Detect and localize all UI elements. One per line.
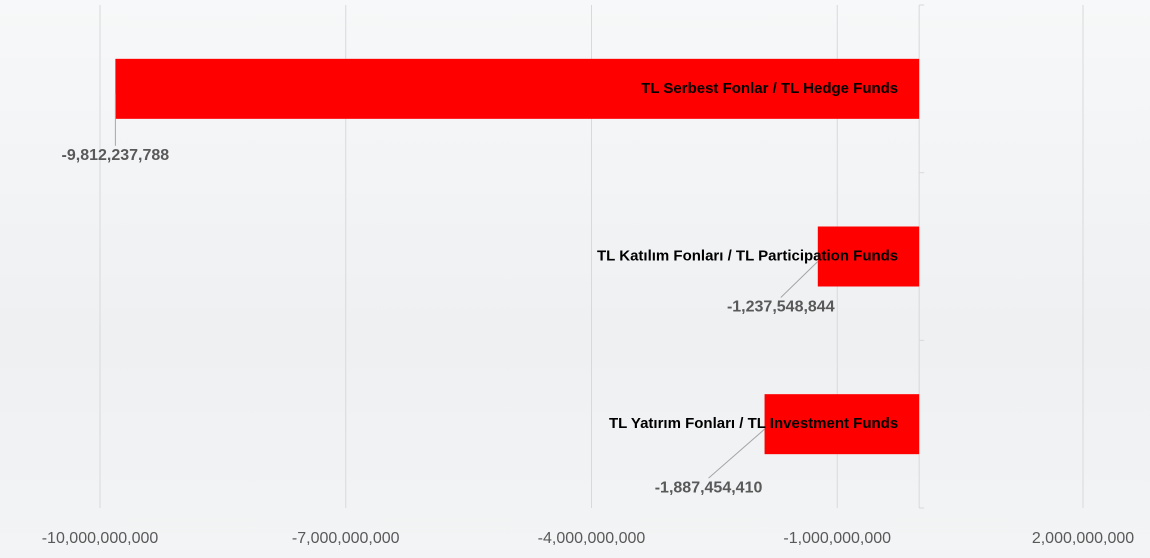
bar xyxy=(817,226,920,287)
x-tick-label: -1,000,000,000 xyxy=(783,530,891,547)
x-tick-label: -10,000,000,000 xyxy=(42,530,159,547)
x-tick-label: 2,000,000,000 xyxy=(1032,530,1134,547)
x-tick-label: -7,000,000,000 xyxy=(292,530,400,547)
bar xyxy=(115,58,920,119)
bar xyxy=(764,394,920,455)
leader-line xyxy=(780,261,819,298)
value-label: -1,887,454,410 xyxy=(655,479,763,496)
x-tick-label: -4,000,000,000 xyxy=(538,530,646,547)
category-label: TL Katılım Fonları / TL Participation Fu… xyxy=(597,247,898,264)
category-label: TL Serbest Fonlar / TL Hedge Funds xyxy=(641,80,898,97)
value-label: -9,812,237,788 xyxy=(62,147,170,164)
value-label: -1,237,548,844 xyxy=(727,299,835,316)
leader-line xyxy=(708,428,765,479)
category-label: TL Yatırım Fonları / TL Investment Funds xyxy=(609,415,898,432)
